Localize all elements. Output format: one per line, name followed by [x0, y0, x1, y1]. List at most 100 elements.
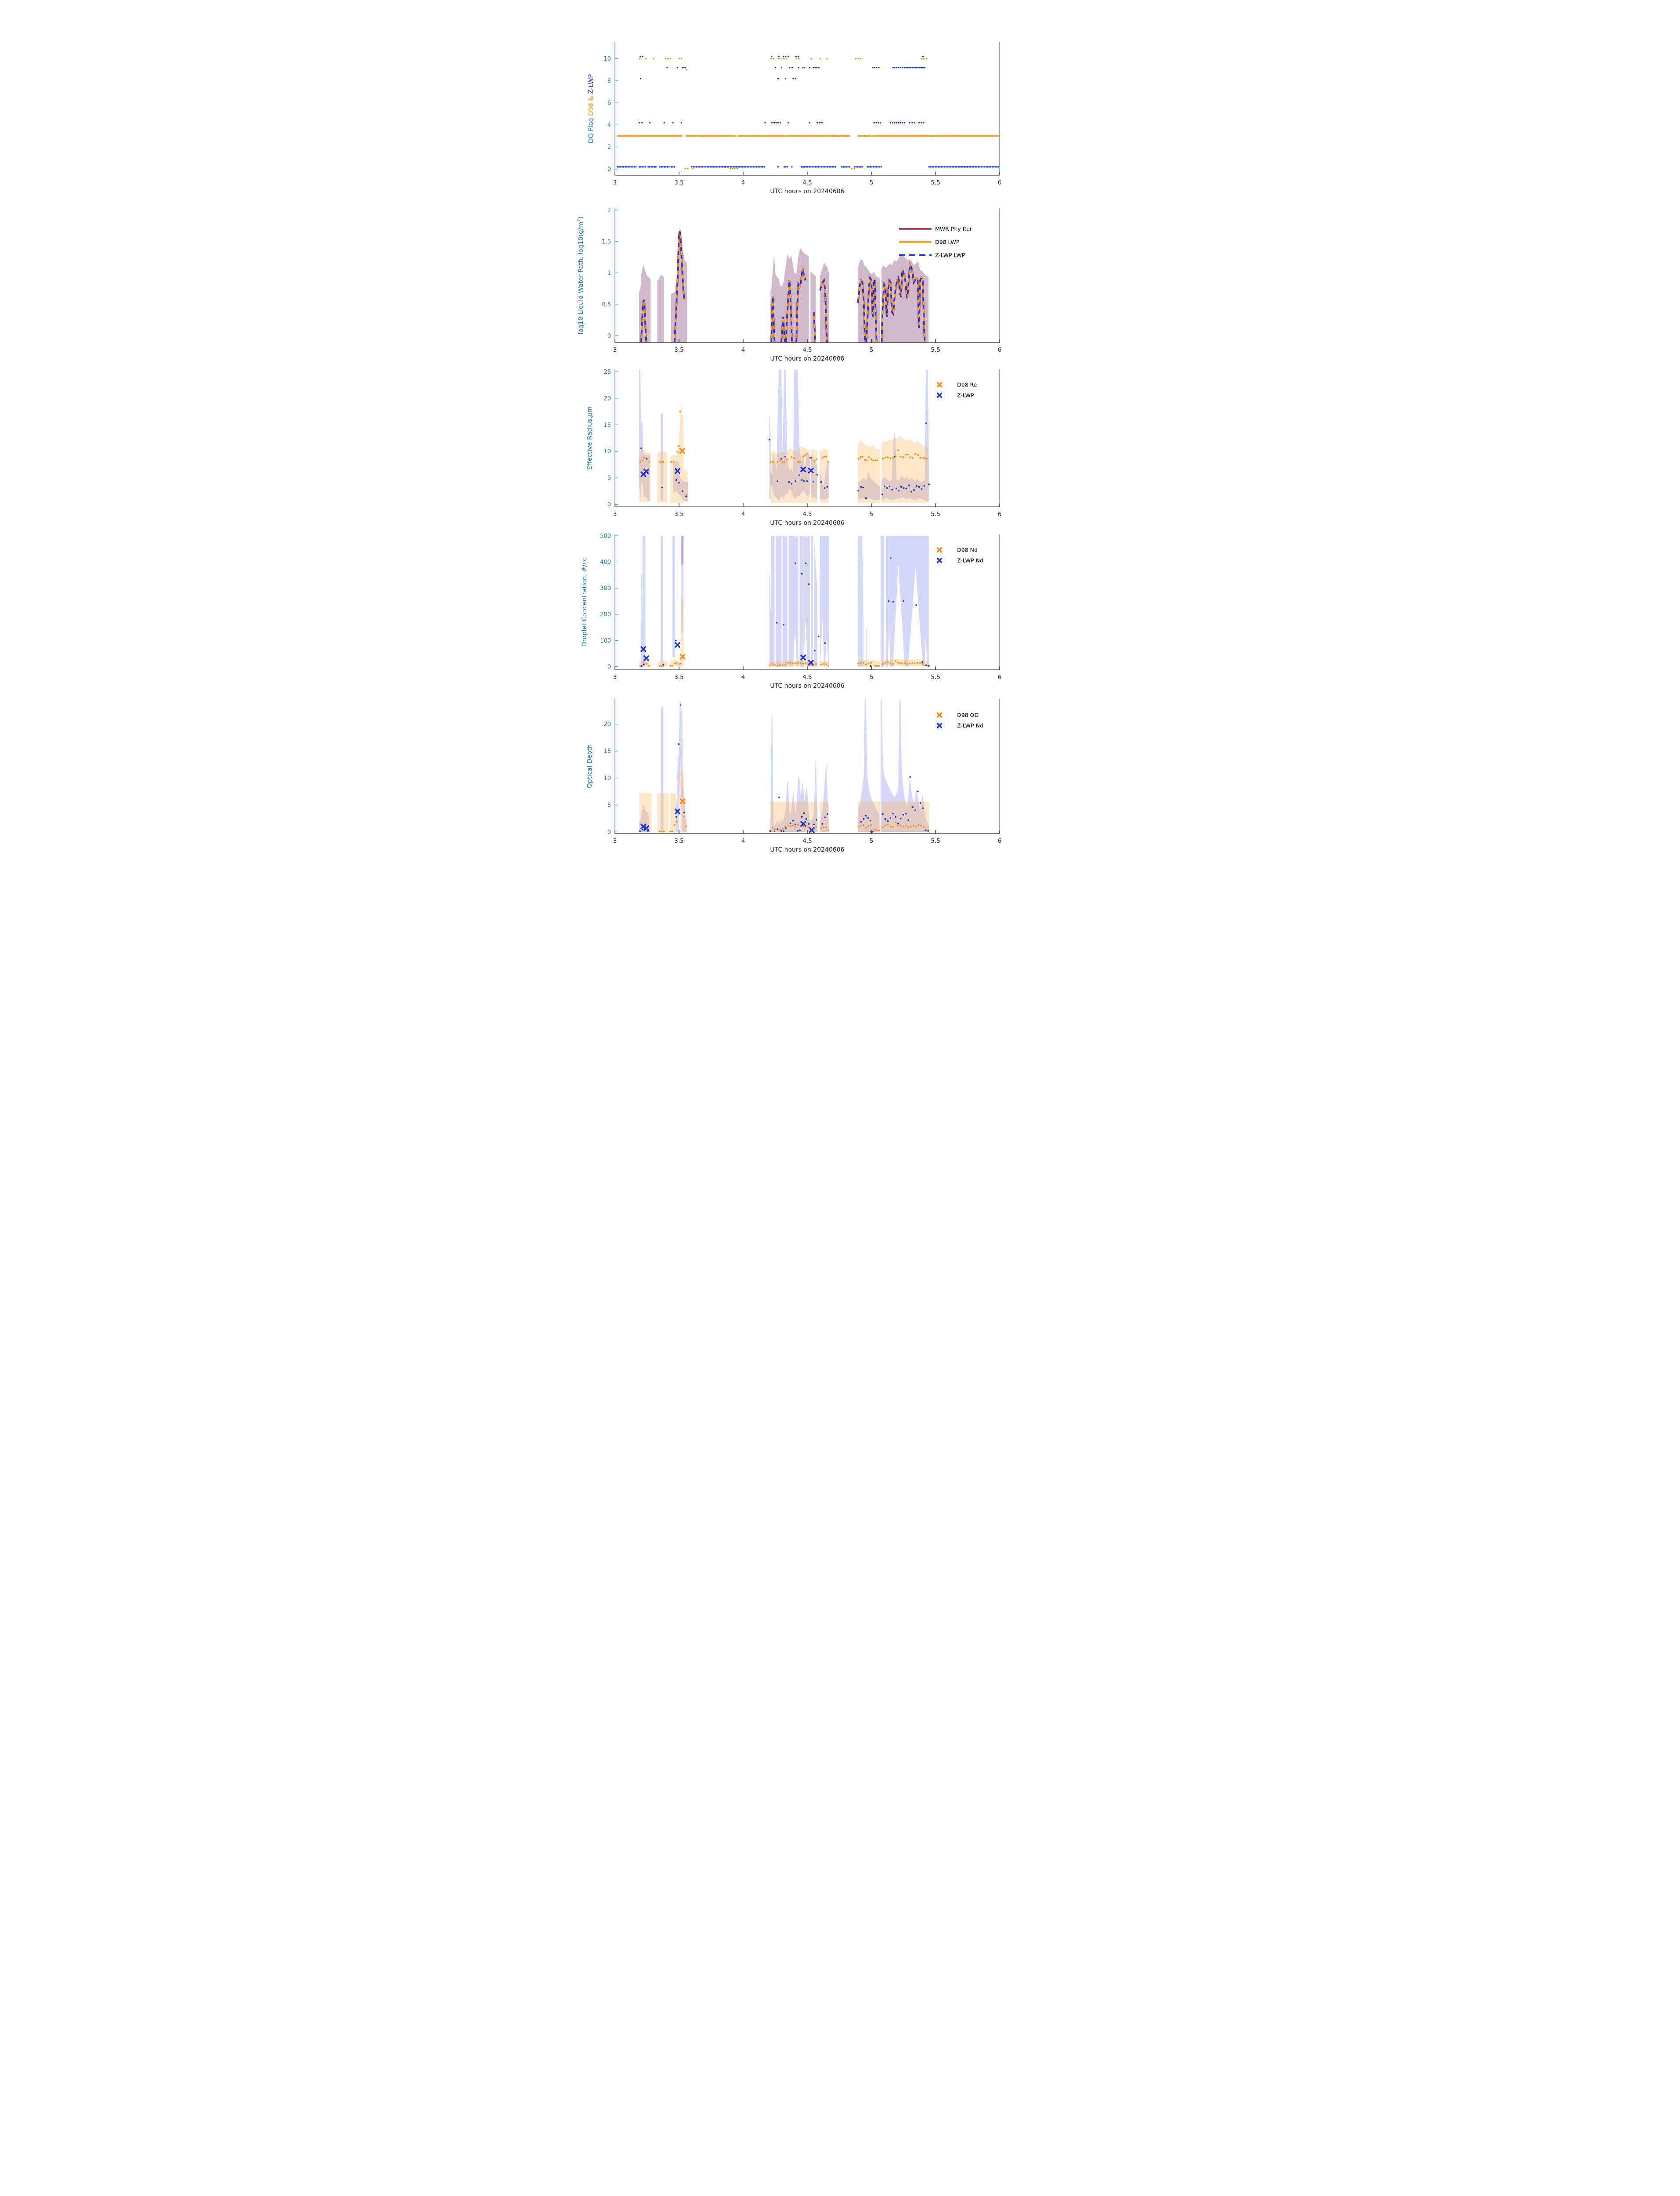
- lwp-ylabel: log10 Liquid Water Path, log10(g/m2): [577, 217, 585, 335]
- dq-flag-ytick: 0: [607, 166, 611, 173]
- effective-radius-xtick: 3: [613, 511, 617, 518]
- effective-radius-ylabel: Effective Radius,μm: [586, 406, 593, 470]
- droplet-concentration-ytick: 100: [600, 638, 611, 644]
- droplet-concentration-legend-label: D98 Nd: [957, 547, 978, 553]
- effective-radius-legend-label: Z-LWP: [957, 392, 974, 399]
- effective-radius-xtick: 5.5: [931, 511, 940, 518]
- dq-flag-xtick: 6: [998, 179, 1002, 186]
- lwp-xtick: 6: [998, 347, 1002, 354]
- lwp-legend-label: Z-LWP LWP: [935, 252, 965, 259]
- figure: 0 2 4 6 8 10 3 3.5 4 4.5 5 5.5 6 UTC hours on 2024060…: [560, 0, 1120, 878]
- dq-flag-xtick: 5.5: [931, 179, 940, 186]
- lwp-axes: 0 0.5 1 1.5 2 3 3.5 4 4.5 5 5.5 6 UTC hours on 20240…: [577, 207, 1001, 362]
- droplet-concentration-ytick: 400: [600, 559, 611, 566]
- lwp-legend-label: D98 LWP: [935, 239, 960, 246]
- droplet-concentration-axes: 0 100 200 300 400 500 3 3.5 4 4.5 5 5.5 6 UTC hours o…: [581, 533, 1001, 690]
- lwp-xtick: 3: [613, 347, 617, 354]
- droplet-concentration-xtick: 4.5: [802, 674, 812, 681]
- dq-flag-d98-flag-dots: [617, 58, 1000, 170]
- dq-flag-ylabel: DQ Flag D98 & Z-LWP: [588, 74, 595, 143]
- droplet-concentration-legend: D98 Nd Z-LWP Nd: [936, 547, 983, 564]
- effective-radius-ytick: 10: [603, 448, 611, 455]
- effective-radius-ytick: 0: [607, 502, 611, 508]
- dq-flag-xtick: 4: [741, 179, 745, 186]
- optical-depth-ytick: 0: [607, 829, 611, 836]
- optical-depth-xtick: 5.5: [931, 838, 940, 845]
- droplet-concentration-xtick: 3: [613, 674, 617, 681]
- dq-flag-ytick: 10: [603, 56, 611, 62]
- droplet-concentration-xtick: 4: [741, 674, 745, 681]
- lwp-data-area: [639, 228, 929, 343]
- optical-depth-legend-label: Z-LWP Nd: [957, 722, 983, 729]
- optical-depth-legend: D98 OD Z-LWP Nd: [936, 712, 983, 729]
- lwp-xlabel: UTC hours on 20240606: [770, 355, 844, 362]
- effective-radius-xtick: 6: [998, 511, 1002, 518]
- dq-flag-ytick: 2: [607, 144, 611, 151]
- effective-radius-z-lwp-re-x: [640, 466, 814, 477]
- effective-radius-ytick: 20: [603, 395, 611, 402]
- dq-flag-ytick: 8: [607, 78, 611, 84]
- droplet-concentration-z-lwp-nd-dots: [640, 557, 930, 667]
- lwp-xtick: 4.5: [802, 347, 812, 354]
- droplet-concentration-xtick: 5.5: [931, 674, 940, 681]
- optical-depth-xtick: 4: [741, 838, 745, 845]
- droplet-concentration-data-area: [639, 536, 930, 667]
- effective-radius-xlabel: UTC hours on 20240606: [770, 520, 844, 527]
- optical-depth-legend-label: D98 OD: [957, 712, 979, 719]
- dq-flag-xtick: 3: [613, 179, 617, 186]
- dq-flag-xtick: 4.5: [802, 179, 812, 186]
- effective-radius-xtick: 4.5: [802, 511, 812, 518]
- lwp-xtick: 3.5: [674, 347, 683, 354]
- effective-radius-d98-re-x: [679, 448, 685, 454]
- effective-radius-ytick: 5: [607, 475, 611, 482]
- lwp-ytick: 1: [607, 270, 611, 277]
- optical-depth-xtick: 4.5: [802, 838, 812, 845]
- lwp-xtick: 5: [870, 347, 874, 354]
- optical-depth-xtick: 6: [998, 838, 1002, 845]
- optical-depth-ylabel: Optical Depth: [586, 744, 593, 788]
- effective-radius-axes: 0 5 10 15 20 25 3 3.5 4 4.5 5 5.5 6 UTC hours on 2024…: [586, 369, 1001, 527]
- droplet-concentration-ytick: 500: [600, 533, 611, 539]
- optical-depth-xtick: 3.5: [674, 838, 683, 845]
- dq-flag-data-area: [617, 56, 1000, 170]
- lwp-xtick: 5.5: [931, 347, 940, 354]
- droplet-concentration-plot: 0 100 200 300 400 500 3 3.5 4 4.5 5 5.5 6 UTC hours o…: [581, 533, 1001, 690]
- effective-radius-xtick: 5: [870, 511, 874, 518]
- droplet-concentration-z-lwp-nd-x: [640, 642, 814, 666]
- effective-radius-d98-re-dots: [639, 411, 928, 496]
- effective-radius-plot: 0 5 10 15 20 25 3 3.5 4 4.5 5 5.5 6 UTC hours on 2024…: [586, 369, 1001, 527]
- effective-radius-xtick: 4: [741, 511, 745, 518]
- optical-depth-z-lwp-od-dots: [639, 704, 929, 833]
- dq-flag-ytick: 4: [607, 122, 611, 129]
- droplet-concentration-xtick: 5: [870, 674, 874, 681]
- effective-radius-ytick: 25: [603, 369, 611, 376]
- optical-depth-ytick: 10: [603, 775, 611, 782]
- droplet-concentration-ylabel: Droplet Concentration, #/cc: [581, 558, 588, 647]
- lwp-legend-label: MWR Phy Iter: [935, 226, 972, 232]
- droplet-concentration-ytick: 200: [600, 611, 611, 618]
- optical-depth-axes: 0 5 10 15 20 3 3.5 4 4.5 5 5.5 6 UTC hours on 202406…: [586, 699, 1001, 853]
- lwp-ytick: 2: [607, 207, 611, 214]
- lwp-ytick: 0.5: [602, 301, 611, 308]
- lwp-xtick: 4: [741, 347, 745, 354]
- dq-flag-xlabel: UTC hours on 20240606: [770, 188, 844, 195]
- droplet-concentration-xtick: 3.5: [674, 674, 683, 681]
- optical-depth-ytick: 20: [603, 721, 611, 728]
- optical-depth-ytick: 5: [607, 802, 611, 809]
- optical-depth-d98-od-x: [679, 798, 686, 804]
- droplet-concentration-xlabel: UTC hours on 20240606: [770, 683, 844, 690]
- lwp-ytick: 1.5: [602, 238, 611, 245]
- dq-flag-xtick: 3.5: [674, 179, 683, 186]
- dq-flag-z-lwp-flag-dots: [617, 56, 999, 168]
- effective-radius-xtick: 3.5: [674, 511, 683, 518]
- lwp-ytick: 0: [607, 333, 611, 340]
- droplet-concentration-d98-nd-x: [679, 654, 686, 660]
- effective-radius-legend: D98 Re Z-LWP: [936, 382, 977, 399]
- lwp-legend: MWR Phy Iter D98 LWP Z-LWP LWP: [899, 226, 972, 259]
- droplet-concentration-ytick: 0: [607, 664, 611, 670]
- dq-flag-xtick: 5: [870, 179, 874, 186]
- optical-depth-xlabel: UTC hours on 20240606: [770, 846, 844, 853]
- optical-depth-data-area: [639, 699, 929, 833]
- droplet-concentration-legend-label: Z-LWP Nd: [957, 557, 983, 564]
